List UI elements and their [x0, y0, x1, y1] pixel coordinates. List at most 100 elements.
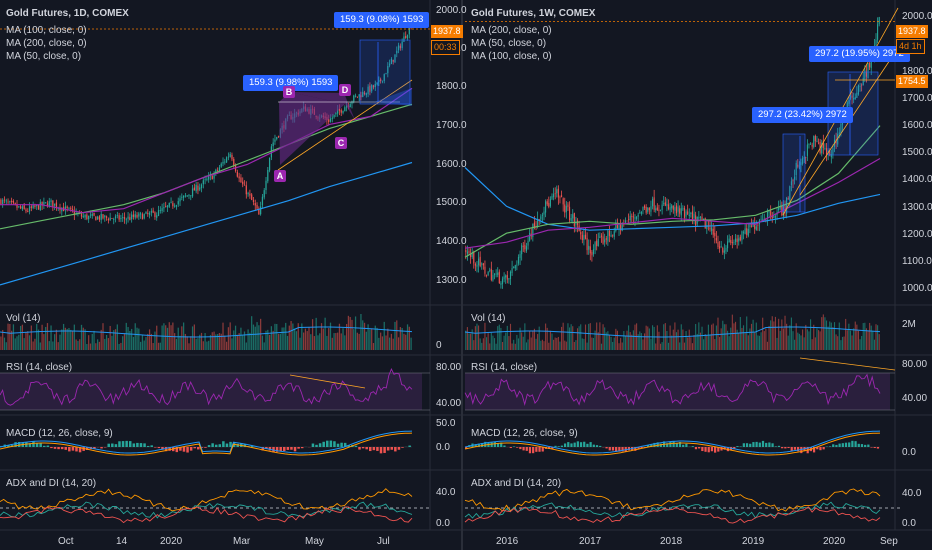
candle-body	[720, 246, 722, 248]
candle-body	[592, 249, 595, 255]
macd-hist-bar	[189, 447, 193, 451]
left-rsi-tick: 80.00	[436, 362, 462, 373]
candle-body	[399, 45, 401, 49]
left-rsi-label[interactable]: RSI (14, close)	[6, 362, 73, 373]
macd-hist-bar	[765, 442, 768, 447]
volume-bar	[857, 330, 860, 350]
macd-hist-bar	[554, 445, 557, 447]
candle-body	[817, 142, 820, 144]
macd-hist-bar	[78, 447, 82, 453]
macd-hist-bar	[369, 447, 372, 452]
volume-bar	[616, 330, 618, 350]
candle-body	[859, 86, 861, 87]
right-price-tick: 1800.0	[902, 66, 932, 77]
macd-hist-bar	[53, 447, 57, 449]
volume-bar	[613, 337, 615, 350]
volume-bar	[329, 322, 332, 350]
left-adx-label[interactable]: ADX and DI (14, 20)	[6, 478, 97, 489]
volume-bar	[644, 333, 646, 350]
candle-body	[519, 254, 521, 258]
candle-body	[2, 199, 4, 205]
candle-body	[846, 102, 848, 109]
volume-bar	[301, 323, 303, 350]
volume-bar	[736, 329, 738, 350]
right-macd-label[interactable]: MACD (12, 26, close, 9)	[471, 428, 578, 439]
macd-hist-bar	[720, 447, 723, 451]
candle-body	[640, 211, 642, 214]
volume-bar	[52, 341, 54, 350]
volume-bar	[274, 323, 276, 350]
left-macd-label[interactable]: MACD (12, 26, close, 9)	[6, 428, 113, 439]
macd-hist-bar	[32, 441, 35, 447]
macd-hist-bar	[477, 443, 481, 447]
candle-body	[849, 94, 852, 100]
volume-bar	[410, 337, 412, 350]
macd-hist-bar	[214, 444, 218, 447]
candle-body	[714, 232, 716, 237]
candle-body	[666, 204, 668, 206]
candle-body	[506, 275, 508, 280]
candle-body	[190, 195, 192, 197]
macd-hist-bar	[204, 447, 207, 448]
right-adx-label[interactable]: ADX and DI (14, 20)	[471, 478, 562, 489]
left-ma-label[interactable]: MA (50, close, 0)	[6, 51, 82, 62]
candle-body	[557, 188, 559, 198]
candle-body	[159, 210, 161, 211]
volume-bar	[653, 326, 655, 350]
macd-hist-bar	[229, 441, 232, 447]
candle-body	[86, 214, 88, 220]
macd-hist-bar	[361, 447, 365, 449]
left-ma-label[interactable]: MA (100, close, 0)	[6, 25, 87, 36]
volume-bar	[760, 332, 762, 350]
candle-body	[650, 206, 652, 212]
candle-body	[263, 190, 265, 198]
macd-hist-bar	[777, 445, 781, 447]
right-ma-label[interactable]: MA (100, close, 0)	[471, 51, 552, 62]
candle-body	[816, 141, 818, 142]
volume-bar	[27, 331, 29, 350]
candle-body	[145, 211, 147, 214]
volume-bar	[861, 335, 863, 350]
volume-bar	[725, 324, 727, 350]
candle-body	[671, 205, 673, 209]
candle-body	[267, 169, 269, 182]
volume-bar	[45, 326, 47, 350]
macd-hist-bar	[698, 447, 701, 449]
macd-hist-bar	[17, 441, 21, 447]
candle-body	[644, 205, 646, 208]
volume-bar	[170, 325, 172, 350]
left-x-tick: Oct	[58, 536, 74, 547]
volume-bar	[626, 330, 628, 350]
volume-bar	[865, 328, 867, 350]
candle-body	[152, 210, 154, 213]
right-ma-label[interactable]: MA (50, close, 0)	[471, 38, 547, 49]
candle-body	[170, 201, 172, 203]
macd-hist-bar	[586, 443, 589, 447]
right-volume-label[interactable]: Vol (14)	[471, 313, 506, 324]
right-chart-title: Gold Futures, 1W, COMEX	[471, 8, 596, 19]
volume-bar	[474, 326, 476, 350]
candle-body	[39, 202, 41, 211]
volume-bar	[830, 322, 832, 350]
candle-body	[199, 187, 201, 190]
candle-body	[722, 248, 724, 253]
candle-body	[565, 206, 567, 213]
volume-bar	[730, 327, 732, 350]
macd-hist-bar	[761, 440, 765, 447]
left-ma-label[interactable]: MA (200, close, 0)	[6, 38, 87, 49]
volume-bar	[650, 338, 652, 350]
volume-bar	[263, 342, 265, 350]
right-rsi-label[interactable]: RSI (14, close)	[471, 362, 538, 373]
macd-hist-bar	[164, 447, 168, 452]
candle-body	[45, 202, 47, 204]
volume-bar	[251, 316, 253, 350]
volume-bar	[102, 323, 104, 350]
volume-bar	[225, 341, 228, 350]
macd-hist-bar	[157, 447, 161, 449]
volume-bar	[372, 343, 375, 350]
left-volume-label[interactable]: Vol (14)	[6, 313, 41, 324]
macd-hist-bar	[733, 447, 736, 450]
right-ma-label[interactable]: MA (200, close, 0)	[471, 25, 552, 36]
candle-body	[215, 169, 217, 174]
right-x-tick: 2016	[496, 536, 519, 547]
